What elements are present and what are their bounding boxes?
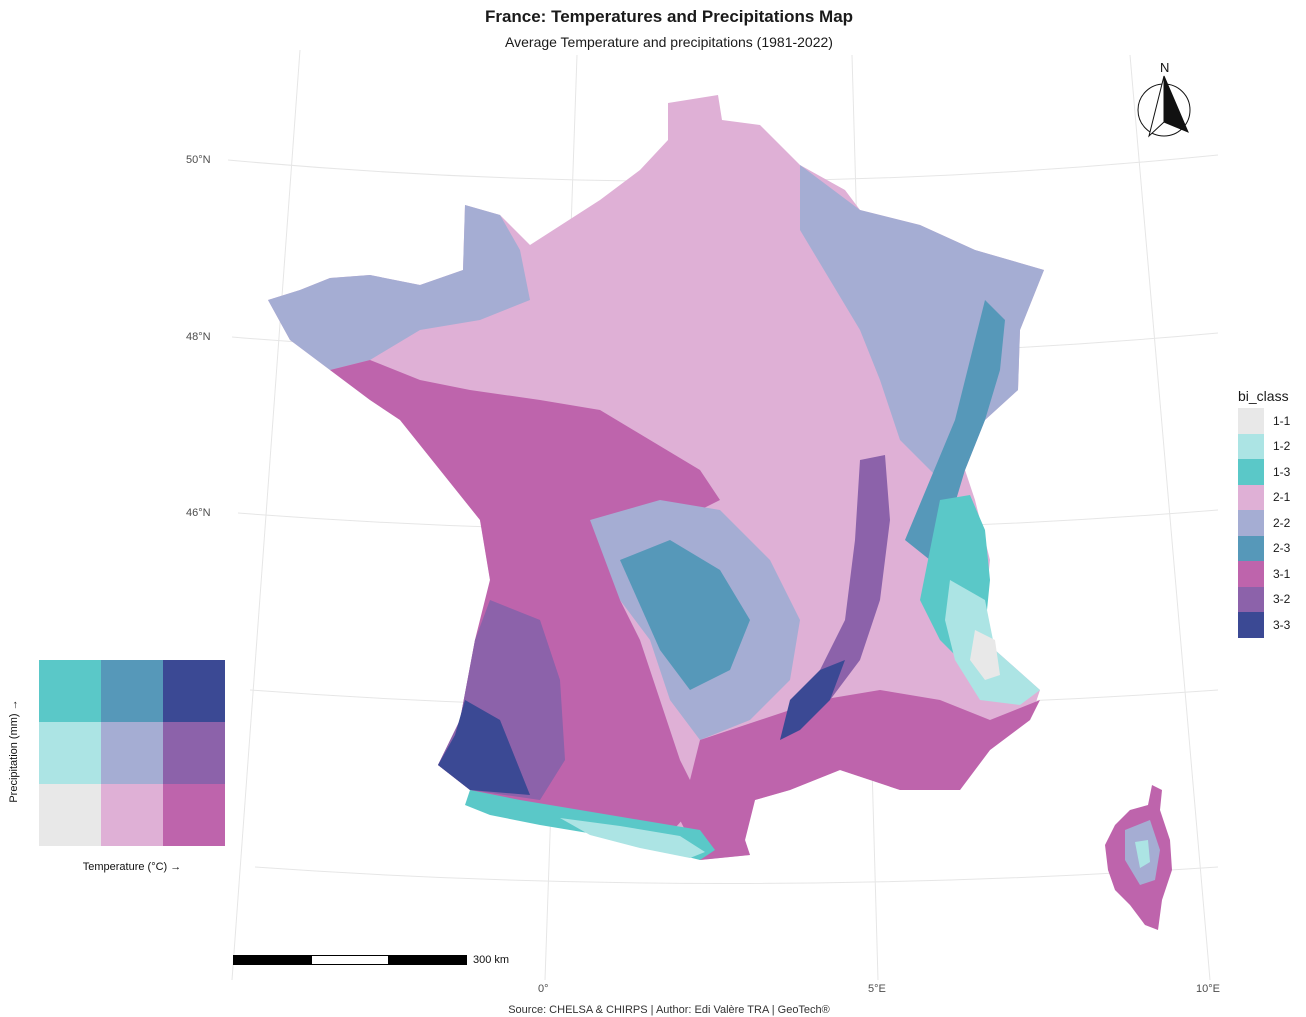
region-west-atlantic (330, 360, 720, 845)
lon-label-0: 0° (538, 983, 549, 995)
legend-swatch-3-3 (1238, 612, 1264, 638)
north-arrow-label: N (1160, 60, 1169, 75)
legend-swatch-2-3 (1238, 535, 1264, 561)
scale-segment-1 (233, 955, 311, 965)
biv-cell-3-2 (163, 722, 225, 784)
legend-swatch-2-2 (1238, 510, 1264, 536)
legend-item: 3-1 (1238, 561, 1290, 587)
scale-segment-2 (311, 955, 389, 965)
lon-label-5e: 5°E (868, 983, 886, 995)
legend-item: 1-2 (1238, 433, 1291, 459)
biv-cell-2-2 (101, 722, 163, 784)
legend-swatch-1-3 (1238, 459, 1264, 485)
legend-swatch-2-1 (1238, 484, 1264, 510)
corsica-peaks (1135, 840, 1150, 868)
region-mediterranean (680, 690, 1040, 860)
bi-class-legend: bi_class 1-1 1-2 1-3 2-1 2-2 2-3 3-1 3-2… (1238, 388, 1290, 638)
bivariate-y-label: Precipitation (mm) → (8, 699, 20, 803)
biv-cell-3-1 (163, 784, 225, 846)
legend-item: 1-1 (1238, 408, 1290, 434)
legend-swatch-1-2 (1238, 433, 1264, 459)
legend-label: 2-1 (1273, 490, 1291, 505)
bivariate-x-label: Temperature (°C) → (82, 861, 182, 873)
biv-cell-2-3 (101, 660, 163, 722)
biv-cell-3-3 (163, 660, 225, 722)
bivariate-legend-grid (39, 660, 225, 846)
region-pyrenees-high (560, 818, 705, 858)
biv-cell-1-3 (39, 660, 101, 722)
legend-item: 2-1 (1238, 484, 1291, 510)
north-arrow: N (1136, 60, 1196, 145)
legend-title: bi_class (1238, 388, 1289, 404)
legend-item: 2-3 (1238, 535, 1291, 561)
scale-segment-3 (389, 955, 467, 965)
legend-item: 3-2 (1238, 586, 1291, 612)
legend-swatch-3-1 (1238, 561, 1264, 587)
region-rhone (810, 455, 890, 700)
legend-label: 3-2 (1273, 592, 1291, 607)
lon-label-10e: 10°E (1196, 983, 1220, 995)
lat-label-46n: 46°N (186, 507, 211, 519)
scale-label: 300 km (473, 954, 510, 966)
legend-label: 3-1 (1273, 566, 1291, 581)
region-alps-peak (970, 630, 1000, 680)
lat-label-48n: 48°N (186, 331, 211, 343)
region-cevennes (780, 660, 845, 740)
legend-label: 3-3 (1273, 617, 1291, 632)
region-brittany (268, 205, 530, 370)
map-subtitle: Average Temperature and precipitations (… (505, 34, 833, 50)
legend-swatch-3-2 (1238, 586, 1264, 612)
legend-item: 3-3 (1238, 612, 1290, 638)
biv-cell-2-1 (101, 784, 163, 846)
legend-label: 1-1 (1273, 413, 1291, 428)
scale-bar: 300 km (233, 954, 509, 966)
region-vosges-jura (905, 300, 1005, 560)
france-mainland (268, 95, 1044, 860)
legend-label: 1-2 (1273, 439, 1291, 454)
legend-label: 2-3 (1273, 541, 1291, 556)
region-massif-central-core (620, 540, 750, 690)
source-caption: Source: CHELSA & CHIRPS | Author: Edi Va… (508, 1004, 830, 1016)
legend-item: 2-2 (1238, 510, 1290, 536)
legend-label: 1-3 (1273, 464, 1291, 479)
biv-cell-1-1 (39, 784, 101, 846)
corsica (1105, 785, 1172, 930)
region-landes-coast (438, 700, 530, 795)
biv-cell-1-2 (39, 722, 101, 784)
map-title: France: Temperatures and Precipitations … (484, 7, 854, 26)
legend-label: 2-2 (1273, 515, 1291, 530)
legend-item: 1-3 (1238, 459, 1290, 485)
lat-label-50n: 50°N (186, 154, 211, 166)
legend-swatch-1-1 (1238, 408, 1264, 434)
